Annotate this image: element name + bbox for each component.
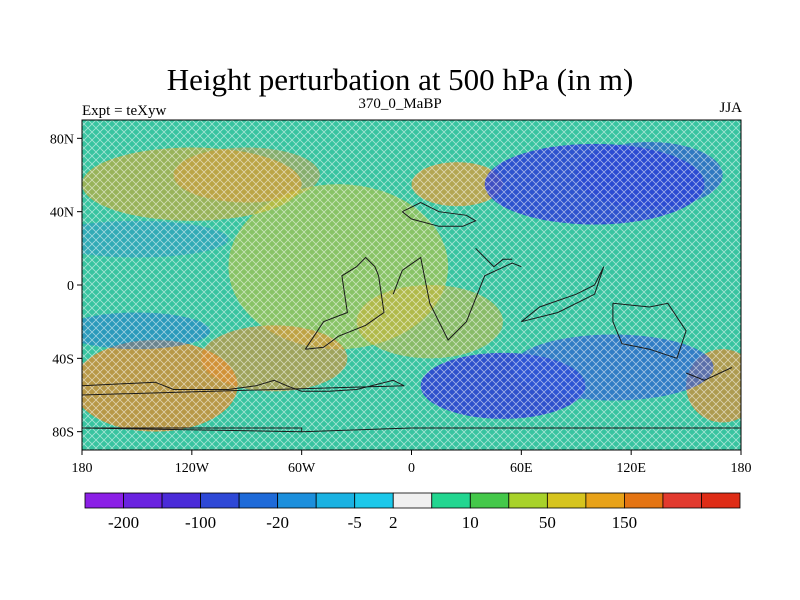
colorbar-box: [238, 492, 279, 509]
time-label: 370_0_MaBP: [358, 96, 442, 112]
lat-label: 80S: [52, 426, 74, 441]
colorbar-box: [469, 492, 510, 509]
lon-label: 180: [72, 461, 93, 476]
map-axes: 80N 40N 0 40S 80S 180 120W 60W 0 60E 120E 180: [50, 132, 752, 476]
lat-label: 80N: [50, 132, 74, 147]
lat-label: 40N: [50, 206, 74, 221]
colorbar-label: -5: [348, 513, 362, 532]
colorbar-box: [431, 492, 471, 509]
lon-label: 0: [408, 461, 415, 476]
stipple-overlay: [82, 120, 741, 450]
colorbar-box: [354, 492, 394, 509]
coastlines: [82, 201, 741, 433]
colorbar-label: -100: [185, 513, 216, 532]
colorbar-label: 2: [389, 513, 398, 532]
colorbar: -200 -100 -20 -5 2 10 50 150: [84, 492, 741, 532]
coastline: [82, 427, 303, 432]
colorbar-box: [508, 492, 548, 509]
coastline: [82, 427, 741, 433]
coastline: [392, 256, 522, 341]
plot-title: Height perturbation at 500 hPa (in m): [166, 62, 634, 97]
colorbar-box: [662, 492, 702, 509]
colorbar-box: [84, 492, 124, 509]
colorbar-box: [546, 492, 587, 509]
colorbar-label: -20: [266, 513, 289, 532]
colorbar-label: 50: [539, 513, 556, 532]
lat-label: 0: [67, 279, 74, 294]
experiment-label: Expt = teXyw: [82, 103, 167, 119]
lon-label: 120W: [175, 461, 210, 476]
colorbar-box: [123, 492, 163, 509]
lon-label: 60W: [288, 461, 316, 476]
coastline: [401, 201, 477, 227]
colorbar-box: [392, 492, 433, 509]
colorbar-box: [624, 492, 664, 509]
lat-label: 40S: [52, 352, 74, 367]
colorbar-box: [315, 492, 356, 509]
colorbar-label: 150: [612, 513, 638, 532]
colorbar-box: [585, 492, 625, 509]
coastline: [612, 302, 687, 359]
colorbar-box: [277, 492, 317, 509]
lon-label: 120E: [616, 461, 646, 476]
coastline: [304, 256, 385, 350]
colorbar-box: [161, 492, 201, 509]
lon-label: 60E: [510, 461, 533, 476]
coastline: [685, 367, 733, 381]
coastline: [475, 247, 513, 268]
colorbar-label: -200: [108, 513, 139, 532]
coastline: [82, 379, 405, 396]
coastline: [520, 266, 605, 323]
season-label: JJA: [719, 100, 742, 116]
lon-label: 180: [731, 461, 752, 476]
colorbar-box: [200, 492, 240, 509]
colorbar-label: 10: [462, 513, 479, 532]
colorbar-box: [701, 492, 741, 509]
